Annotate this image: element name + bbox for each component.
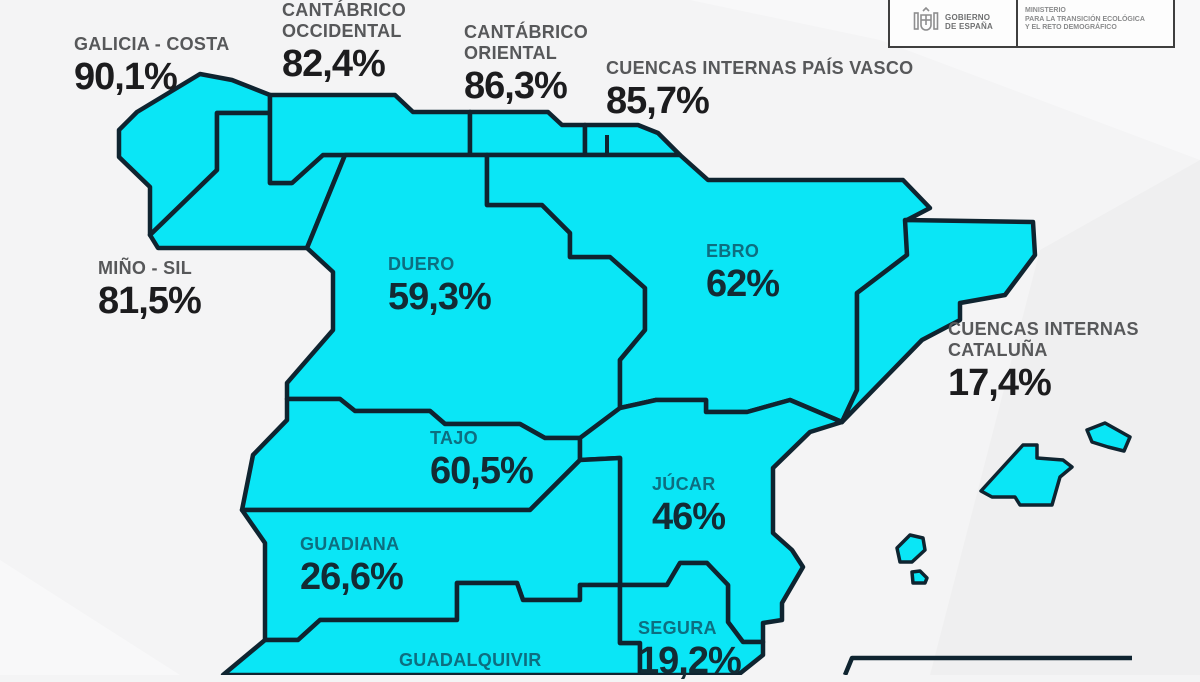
island-mallorca xyxy=(979,443,1074,507)
background-facet xyxy=(0,560,180,675)
government-name-line2: DE ESPAÑA xyxy=(945,22,993,31)
basin-shape-tajo xyxy=(239,396,583,513)
basin-shape-cantabrico-oriental xyxy=(467,109,588,158)
ministry-line1: MINISTERIO xyxy=(1025,7,1066,14)
island-ibiza xyxy=(895,533,927,564)
basin-shape-segura xyxy=(617,560,766,675)
government-logo-left: GOBIERNO DE ESPAÑA xyxy=(890,0,1018,46)
ministry-line3: Y EL RETO DEMOGRÁFICO xyxy=(1025,24,1117,31)
background-facet xyxy=(930,160,1200,675)
island-formentera xyxy=(910,569,929,585)
government-logo-right: TERCERA DEL GOBIERNO MINISTERIO PARA LA … xyxy=(1018,0,1173,46)
government-name: GOBIERNO DE ESPAÑA xyxy=(945,13,993,31)
spain-coat-of-arms-icon xyxy=(913,7,939,31)
government-name-line1: GOBIERNO xyxy=(945,13,991,22)
canary-inset-border xyxy=(842,655,1132,675)
ministry-line2: PARA LA TRANSICIÓN ECOLÓGICA xyxy=(1025,15,1145,23)
basin-shape-pais-vasco xyxy=(582,122,683,158)
island-menorca xyxy=(1085,421,1132,453)
basin-shape-cataluna xyxy=(839,217,1038,425)
government-logo-box: GOBIERNO DE ESPAÑA TERCERA DEL GOBIERNO … xyxy=(888,0,1175,48)
office-title: TERCERA DEL GOBIERNO xyxy=(1025,0,1166,2)
